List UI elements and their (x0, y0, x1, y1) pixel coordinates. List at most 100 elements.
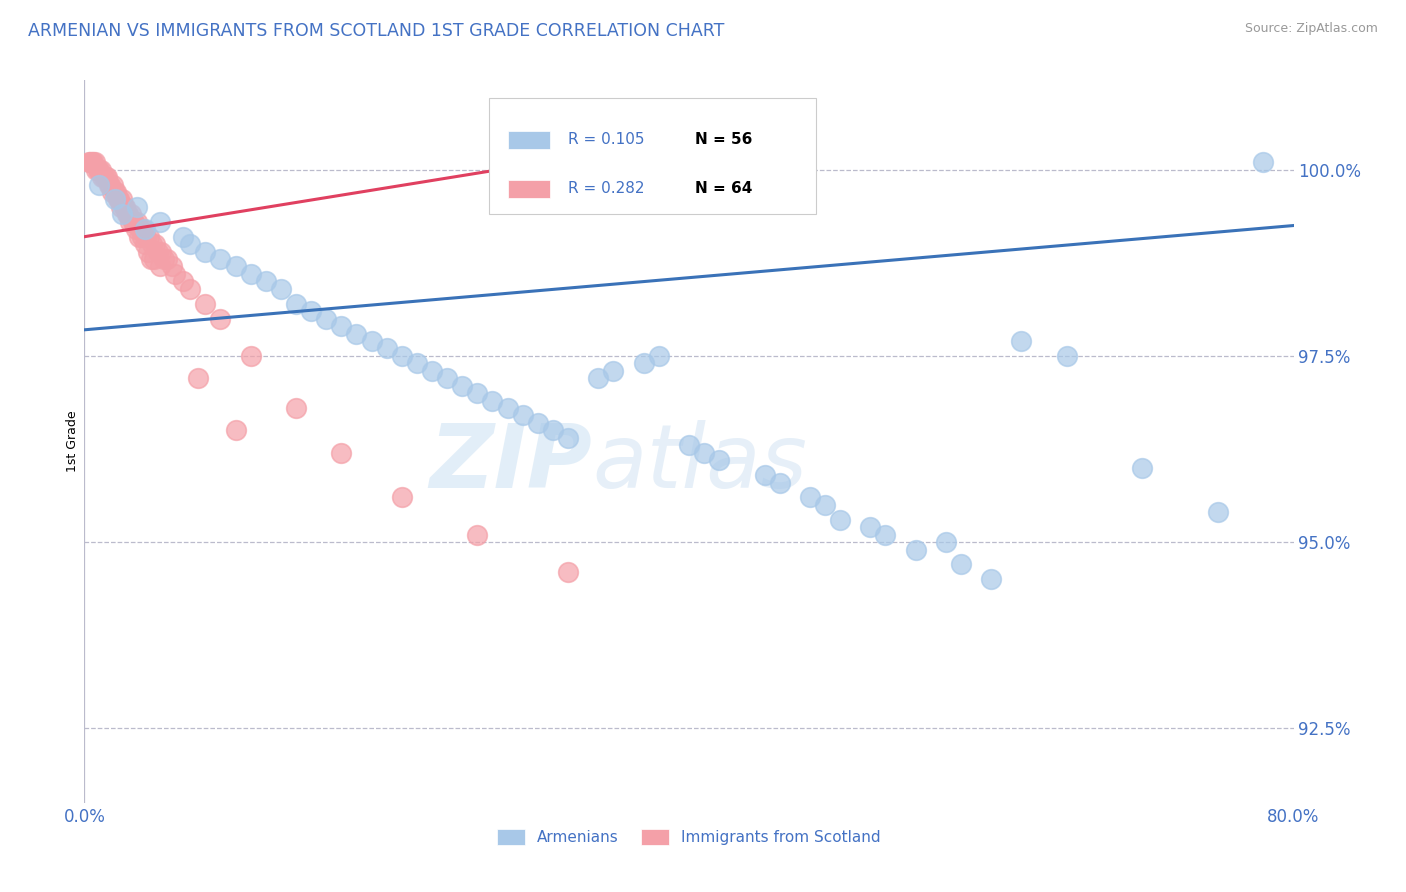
Point (467, 386, 489, 401)
Point (142, 252, 165, 266)
Point (107, 193, 129, 207)
Point (254, 274, 277, 288)
Point (693, 446, 716, 460)
Point (602, 364, 624, 378)
Point (108, 193, 131, 207)
Point (118, 215, 141, 229)
Point (129, 222, 152, 236)
Y-axis label: 1st Grade: 1st Grade (66, 410, 79, 473)
Text: ARMENIAN VS IMMIGRANTS FROM SCOTLAND 1ST GRADE CORRELATION CHART: ARMENIAN VS IMMIGRANTS FROM SCOTLAND 1ST… (28, 22, 724, 40)
Point (391, 491, 413, 505)
Point (90, 162, 112, 177)
Point (122, 215, 145, 229)
Point (96, 170, 118, 185)
Point (239, 349, 262, 363)
Point (153, 252, 176, 266)
Point (225, 260, 247, 274)
FancyBboxPatch shape (489, 98, 815, 214)
Point (179, 237, 201, 252)
Point (156, 252, 179, 266)
Point (138, 229, 160, 244)
Point (160, 260, 183, 274)
Point (141, 237, 163, 252)
Point (346, 326, 368, 341)
Point (209, 311, 232, 326)
Point (360, 334, 382, 348)
Point (799, 491, 821, 505)
Point (467, 527, 489, 541)
Point (94, 170, 117, 185)
Point (87, 162, 110, 177)
Point (270, 282, 292, 296)
Point (134, 237, 156, 252)
Bar (508, 179, 550, 198)
Point (82, 155, 104, 169)
Point (179, 282, 201, 296)
Point (904, 542, 927, 557)
Point (194, 244, 217, 259)
Point (299, 304, 322, 318)
Point (89, 178, 111, 192)
Point (105, 185, 128, 199)
Point (420, 364, 443, 378)
Point (527, 416, 550, 430)
Point (588, 371, 610, 385)
Point (1011, 334, 1033, 348)
Point (451, 378, 474, 392)
Point (128, 229, 150, 244)
Point (950, 558, 973, 572)
Point (131, 229, 153, 244)
Point (1206, 505, 1229, 519)
Point (754, 468, 776, 483)
Point (648, 349, 671, 363)
Point (84, 155, 107, 169)
Point (330, 446, 353, 460)
Text: Source: ZipAtlas.com: Source: ZipAtlas.com (1244, 22, 1378, 36)
Point (172, 274, 194, 288)
Text: atlas: atlas (592, 420, 807, 507)
Point (859, 520, 882, 534)
Point (89, 162, 111, 177)
Point (117, 207, 139, 221)
Point (375, 342, 398, 356)
Point (209, 252, 232, 266)
Point (98, 178, 121, 192)
Point (86, 162, 108, 177)
Point (134, 222, 156, 236)
Point (830, 513, 852, 527)
Point (239, 267, 262, 281)
Point (93, 170, 115, 185)
Point (97, 178, 120, 192)
Point (148, 244, 170, 259)
Point (114, 200, 136, 214)
Point (136, 244, 159, 259)
Point (285, 401, 308, 415)
Point (194, 297, 217, 311)
Point (101, 178, 124, 192)
Point (80, 155, 103, 169)
Point (104, 193, 127, 207)
Point (120, 207, 142, 221)
Point (111, 193, 134, 207)
Point (557, 431, 579, 445)
Point (481, 393, 503, 408)
Text: N = 64: N = 64 (695, 181, 752, 196)
Point (225, 423, 247, 437)
Point (1253, 155, 1275, 169)
Point (145, 237, 167, 252)
Point (769, 475, 792, 490)
Point (121, 215, 143, 229)
Point (150, 244, 173, 259)
Point (709, 453, 731, 467)
Point (935, 535, 957, 549)
Point (111, 207, 134, 221)
Point (104, 185, 127, 199)
Point (406, 356, 429, 370)
Point (135, 229, 157, 244)
Text: N = 56: N = 56 (695, 132, 752, 147)
Point (125, 222, 148, 236)
Legend: Armenians, Immigrants from Scotland: Armenians, Immigrants from Scotland (489, 822, 889, 853)
Point (115, 207, 138, 221)
Point (149, 260, 172, 274)
Text: ZIP: ZIP (429, 420, 592, 507)
